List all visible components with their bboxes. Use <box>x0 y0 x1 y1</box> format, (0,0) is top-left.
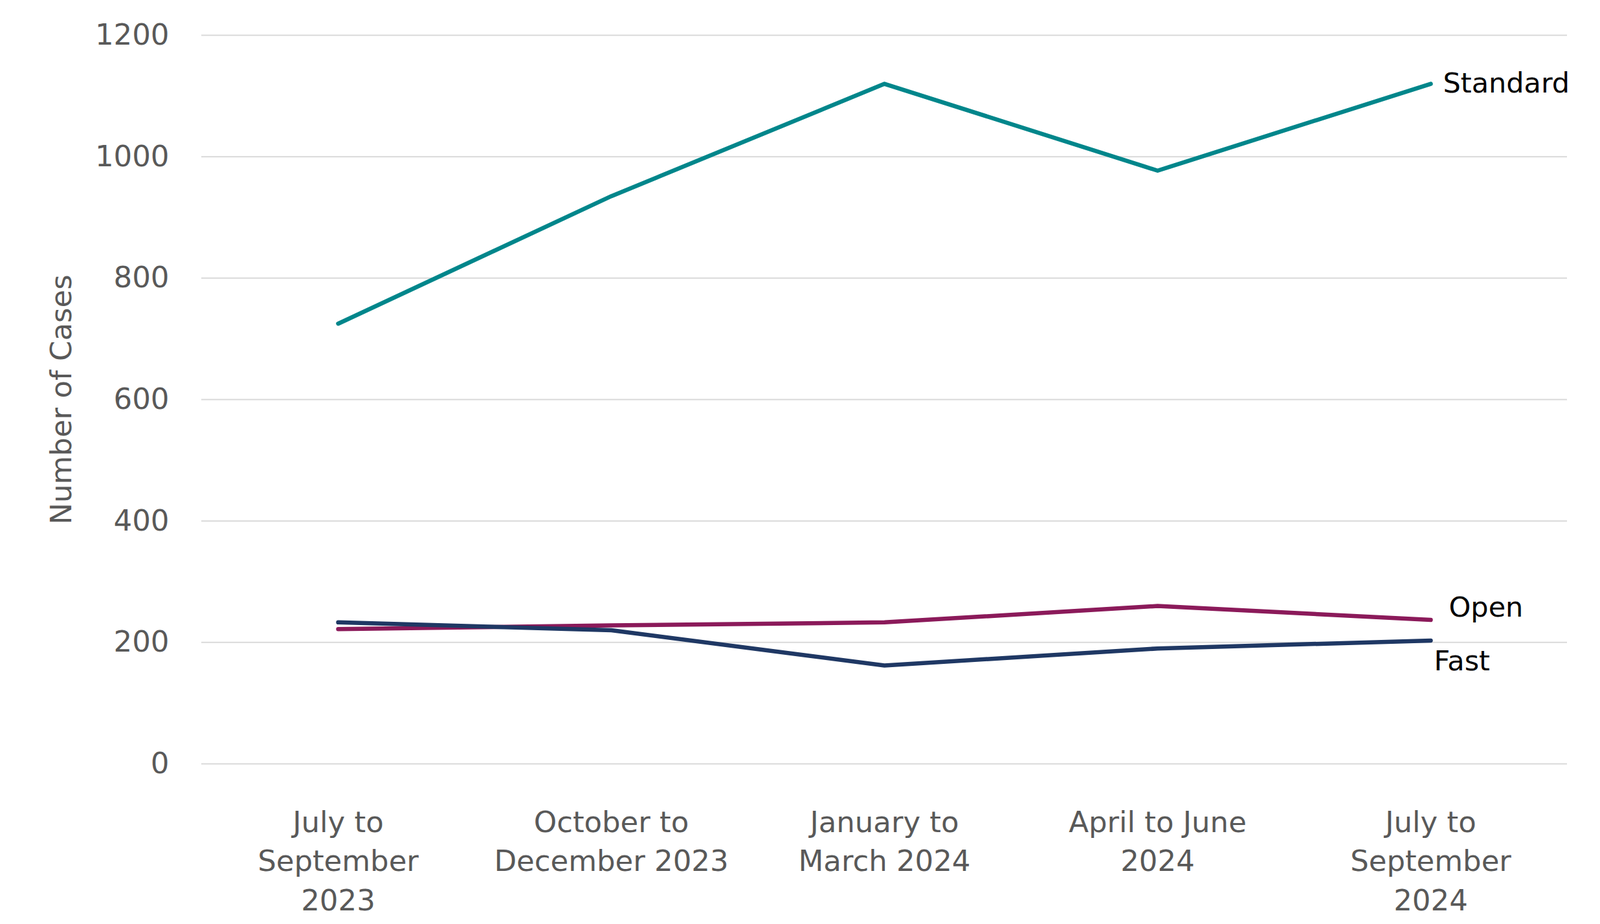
svg-text:July toSeptember2024: July toSeptember2024 <box>1350 805 1512 919</box>
svg-text:0: 0 <box>150 746 170 781</box>
svg-text:April to June2024: April to June2024 <box>1068 805 1247 879</box>
svg-text:Number of Cases: Number of Cases <box>44 274 79 525</box>
svg-text:1000: 1000 <box>95 139 170 174</box>
svg-text:January toMarch 2024: January toMarch 2024 <box>798 805 971 879</box>
svg-text:200: 200 <box>113 624 170 659</box>
svg-text:Standard: Standard <box>1443 66 1571 100</box>
svg-text:800: 800 <box>113 260 170 295</box>
svg-text:Fast: Fast <box>1434 644 1490 678</box>
svg-text:October toDecember 2023: October toDecember 2023 <box>493 805 729 879</box>
svg-text:July toSeptember2023: July toSeptember2023 <box>257 805 419 919</box>
svg-text:400: 400 <box>113 503 170 538</box>
svg-text:Open: Open <box>1449 590 1524 624</box>
svg-text:600: 600 <box>113 381 170 417</box>
svg-text:1200: 1200 <box>95 17 170 52</box>
